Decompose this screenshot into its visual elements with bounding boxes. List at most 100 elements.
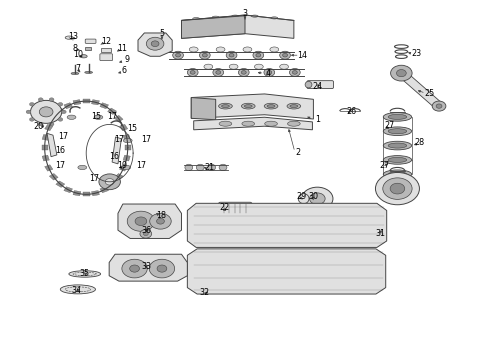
Ellipse shape bbox=[60, 285, 96, 294]
Ellipse shape bbox=[267, 105, 275, 108]
Polygon shape bbox=[56, 108, 65, 114]
Ellipse shape bbox=[85, 71, 93, 73]
Text: 9: 9 bbox=[124, 55, 129, 64]
Ellipse shape bbox=[216, 71, 220, 74]
Ellipse shape bbox=[65, 36, 73, 39]
Polygon shape bbox=[138, 33, 172, 56]
Text: 8: 8 bbox=[73, 44, 77, 53]
Ellipse shape bbox=[123, 138, 132, 143]
FancyBboxPatch shape bbox=[219, 202, 252, 216]
Circle shape bbox=[130, 265, 140, 272]
Polygon shape bbox=[397, 71, 443, 108]
Polygon shape bbox=[92, 100, 99, 105]
Text: 17: 17 bbox=[58, 132, 68, 141]
Ellipse shape bbox=[212, 16, 219, 18]
Ellipse shape bbox=[219, 164, 227, 171]
Text: 21: 21 bbox=[205, 163, 215, 172]
Circle shape bbox=[150, 213, 171, 229]
Text: 17: 17 bbox=[90, 174, 99, 183]
Text: 19: 19 bbox=[117, 161, 127, 170]
Polygon shape bbox=[109, 254, 187, 281]
Circle shape bbox=[157, 265, 167, 272]
Ellipse shape bbox=[199, 51, 210, 59]
Circle shape bbox=[436, 104, 442, 108]
Text: 18: 18 bbox=[156, 211, 166, 220]
Ellipse shape bbox=[226, 51, 237, 59]
Ellipse shape bbox=[232, 15, 239, 17]
Ellipse shape bbox=[264, 68, 275, 76]
Polygon shape bbox=[83, 192, 90, 197]
Text: 15: 15 bbox=[127, 123, 138, 132]
Ellipse shape bbox=[187, 68, 198, 76]
Text: 25: 25 bbox=[424, 89, 435, 98]
Text: 27: 27 bbox=[384, 121, 394, 130]
Ellipse shape bbox=[229, 53, 234, 57]
Circle shape bbox=[151, 41, 159, 46]
Polygon shape bbox=[187, 249, 386, 294]
Text: 3: 3 bbox=[243, 9, 247, 18]
Ellipse shape bbox=[251, 15, 258, 17]
Ellipse shape bbox=[298, 194, 309, 204]
Circle shape bbox=[26, 110, 31, 114]
Polygon shape bbox=[120, 165, 128, 171]
Ellipse shape bbox=[219, 121, 232, 126]
Ellipse shape bbox=[229, 64, 238, 69]
Ellipse shape bbox=[80, 55, 87, 58]
Ellipse shape bbox=[193, 18, 199, 20]
Ellipse shape bbox=[239, 68, 249, 76]
Ellipse shape bbox=[383, 127, 412, 135]
Circle shape bbox=[390, 183, 405, 194]
Ellipse shape bbox=[280, 51, 291, 59]
Ellipse shape bbox=[219, 103, 232, 109]
Ellipse shape bbox=[283, 53, 288, 57]
Ellipse shape bbox=[388, 157, 407, 162]
Ellipse shape bbox=[288, 121, 300, 126]
Text: 17: 17 bbox=[107, 112, 117, 121]
Text: 28: 28 bbox=[415, 138, 425, 147]
Text: 13: 13 bbox=[68, 32, 78, 41]
Text: 23: 23 bbox=[411, 49, 421, 58]
Ellipse shape bbox=[383, 170, 412, 179]
Ellipse shape bbox=[122, 165, 131, 170]
Ellipse shape bbox=[172, 51, 183, 59]
Ellipse shape bbox=[388, 129, 407, 134]
Polygon shape bbox=[114, 174, 123, 180]
Text: 17: 17 bbox=[141, 135, 151, 144]
Polygon shape bbox=[120, 124, 128, 131]
Polygon shape bbox=[108, 181, 117, 188]
Ellipse shape bbox=[254, 64, 263, 69]
Polygon shape bbox=[45, 165, 53, 171]
Circle shape bbox=[38, 98, 43, 102]
Circle shape bbox=[396, 69, 406, 77]
Ellipse shape bbox=[290, 68, 300, 76]
Ellipse shape bbox=[208, 164, 216, 171]
Ellipse shape bbox=[216, 47, 225, 52]
Text: 29: 29 bbox=[296, 192, 306, 201]
Ellipse shape bbox=[175, 53, 180, 57]
Text: 15: 15 bbox=[91, 112, 101, 121]
Circle shape bbox=[105, 179, 114, 185]
Text: 10: 10 bbox=[73, 50, 83, 59]
Ellipse shape bbox=[94, 115, 103, 120]
Polygon shape bbox=[181, 16, 245, 39]
Circle shape bbox=[29, 103, 34, 106]
Ellipse shape bbox=[242, 103, 255, 109]
Circle shape bbox=[432, 101, 446, 111]
Circle shape bbox=[39, 107, 53, 117]
Ellipse shape bbox=[242, 121, 255, 126]
Circle shape bbox=[30, 100, 62, 123]
Text: 14: 14 bbox=[297, 51, 308, 60]
Text: 16: 16 bbox=[109, 152, 119, 161]
Text: 30: 30 bbox=[308, 192, 318, 201]
FancyBboxPatch shape bbox=[100, 54, 113, 60]
Text: 20: 20 bbox=[34, 122, 44, 131]
Text: 1: 1 bbox=[315, 115, 320, 124]
Polygon shape bbox=[123, 134, 130, 140]
Text: 4: 4 bbox=[266, 69, 270, 78]
Polygon shape bbox=[47, 134, 57, 157]
Circle shape bbox=[135, 217, 147, 226]
Polygon shape bbox=[191, 94, 314, 119]
Text: 26: 26 bbox=[346, 107, 357, 116]
FancyBboxPatch shape bbox=[307, 81, 333, 89]
Text: 31: 31 bbox=[376, 229, 386, 238]
